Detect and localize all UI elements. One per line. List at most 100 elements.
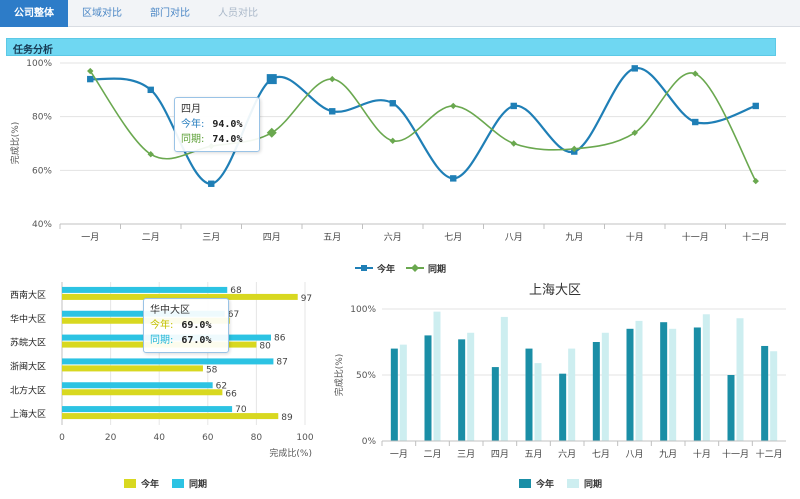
column-x-tick-label: 七月 <box>592 449 610 460</box>
column-x-tick-label: 四月 <box>491 449 509 460</box>
line-point-this-year <box>87 75 94 83</box>
line-tooltip-title: 四月 <box>181 104 201 115</box>
column-last-year <box>467 332 475 441</box>
column-x-tick-label: 十二月 <box>756 448 783 460</box>
bar-value-label-last: 62 <box>216 381 227 391</box>
column-this-year <box>761 345 769 441</box>
bar-x-tick-label: 60 <box>202 433 214 443</box>
column-x-tick-label: 八月 <box>625 449 643 460</box>
line-tooltip-label-last: 同期: <box>181 134 205 145</box>
column-this-year <box>525 348 533 441</box>
tab-department-compare[interactable]: 部门对比 <box>150 8 190 19</box>
line-x-tick-label: 四月 <box>263 232 281 243</box>
line-x-tick-label: 八月 <box>505 232 523 243</box>
bar-chart-tooltip: 华中大区 今年: 69.0% 同期: 67.0% <box>143 298 229 353</box>
section-title: 任务分析 <box>13 45 53 56</box>
bar-value-label-last: 67 <box>228 310 239 320</box>
bar-legend-label-this: 今年 <box>140 478 159 490</box>
column-last-year <box>534 363 542 441</box>
bar-x-tick-label: 0 <box>59 433 65 443</box>
line-tooltip-value-this: 94.0% <box>212 119 243 130</box>
bar-category-label: 北方大区 <box>10 384 46 396</box>
bar-tooltip-label-this: 今年: <box>150 320 174 331</box>
column-last-year <box>500 316 508 441</box>
column-x-tick-label: 十一月 <box>722 448 749 460</box>
line-x-tick-label: 十二月 <box>742 231 769 243</box>
bar-legend-swatch-last <box>172 479 184 488</box>
line-point-this-year <box>329 108 336 115</box>
bar-x-tick-label: 40 <box>153 433 165 443</box>
bar-category-label: 西南大区 <box>10 289 46 301</box>
line-point-last-year <box>147 151 154 158</box>
bar-this-year <box>62 293 298 300</box>
bar-tooltip-title: 华中大区 <box>150 305 190 316</box>
bar-value-label-last: 86 <box>274 334 286 344</box>
column-x-tick-label: 五月 <box>524 449 542 460</box>
line-x-tick-label: 五月 <box>323 232 341 243</box>
bar-value-label-last: 70 <box>235 405 247 415</box>
line-point-last-year <box>631 129 638 136</box>
column-chart-title: 上海大区 <box>529 283 581 298</box>
line-point-this-year <box>450 175 457 182</box>
line-x-tick-label: 二月 <box>142 232 160 243</box>
line-legend-label-last: 同期 <box>428 263 446 275</box>
column-legend-label-last: 同期 <box>584 478 602 490</box>
column-this-year <box>390 348 398 441</box>
tab-region-compare[interactable]: 区域对比 <box>82 8 122 19</box>
bar-value-label-this: 66 <box>225 389 237 399</box>
line-point-last-year <box>266 127 277 138</box>
line-point-last-year <box>571 145 578 153</box>
column-x-tick-label: 三月 <box>457 449 475 460</box>
column-this-year <box>592 342 600 441</box>
line-legend-marker-last <box>411 264 419 272</box>
line-y-tick-label: 40% <box>32 220 52 230</box>
bar-last-year <box>62 358 274 365</box>
line-point-last-year <box>329 75 336 83</box>
column-this-year <box>458 339 466 441</box>
column-x-tick-label: 九月 <box>659 449 677 460</box>
tab-bar: 公司整体 区域对比 部门对比 人员对比 <box>0 0 800 27</box>
column-this-year <box>693 327 701 441</box>
column-last-year <box>635 320 643 441</box>
line-point-this-year <box>147 86 154 94</box>
line-tooltip-label-this: 今年: <box>181 119 205 130</box>
bar-last-year <box>62 286 228 293</box>
bar-category-label: 浙闽大区 <box>10 360 46 372</box>
column-last-year <box>736 318 744 441</box>
tab-staff-compare[interactable]: 人员对比 <box>218 8 258 19</box>
line-y-tick-label: 60% <box>32 166 52 176</box>
line-point-this-year <box>752 102 759 110</box>
line-point-last-year <box>389 137 396 145</box>
line-x-tick-label: 三月 <box>202 232 220 243</box>
bar-legend-swatch-this <box>124 479 136 488</box>
column-last-year <box>702 314 710 441</box>
column-y-tick-label: 100% <box>350 305 376 315</box>
bar-legend-label-last: 同期 <box>189 478 207 490</box>
line-x-tick-label: 七月 <box>444 232 462 243</box>
column-last-year <box>433 311 441 441</box>
bar-category-label: 上海大区 <box>10 408 46 420</box>
line-y-tick-label: 80% <box>32 113 52 123</box>
line-point-last-year <box>87 67 94 75</box>
column-y-axis-label: 完成比(%) <box>333 354 345 397</box>
tab-company-overall[interactable]: 公司整体 <box>0 0 68 27</box>
column-x-tick-label: 十月 <box>693 448 711 460</box>
bar-x-tick-label: 80 <box>251 433 263 443</box>
column-this-year <box>626 328 634 441</box>
line-x-tick-label: 九月 <box>565 232 583 243</box>
line-point-this-year <box>692 118 699 126</box>
bar-value-label-last: 87 <box>276 357 287 367</box>
bar-value-label-this: 97 <box>301 294 312 304</box>
line-point-this-year <box>510 102 517 110</box>
bar-x-tick-label: 20 <box>105 433 117 443</box>
bar-value-label-last: 68 <box>230 286 242 296</box>
bar-tooltip-value-last: 67.0% <box>181 335 212 346</box>
column-legend-swatch-this <box>519 479 531 488</box>
column-last-year <box>770 351 778 441</box>
line-x-tick-label: 十一月 <box>682 231 709 243</box>
line-y-tick-label: 100% <box>26 59 52 69</box>
bar-tooltip-label-last: 同期: <box>150 335 174 346</box>
column-legend-label-this: 今年 <box>535 478 554 490</box>
line-point-last-year <box>450 102 457 110</box>
